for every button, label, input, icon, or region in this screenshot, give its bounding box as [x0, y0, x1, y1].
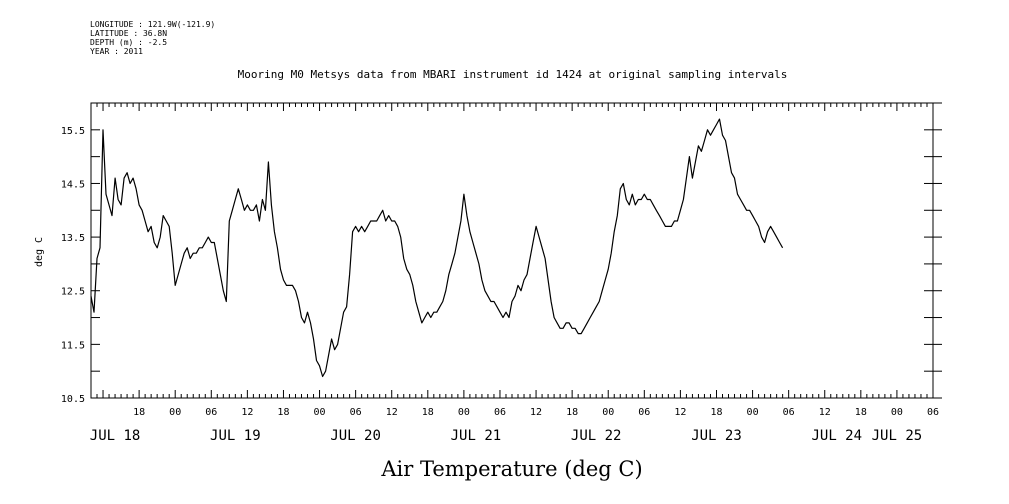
x-tick-label: 06 [927, 407, 939, 418]
axis-ticks [90, 102, 942, 399]
x-tick-label: 06 [494, 407, 506, 418]
x-tick-label: 06 [638, 407, 650, 418]
x-day-label: JUL 25 [872, 428, 923, 444]
x-axis-label: Air Temperature (deg C) [380, 457, 642, 481]
x-tick-label: 00 [747, 407, 759, 418]
x-day-label: JUL 24 [811, 428, 862, 444]
x-tick-label: 12 [819, 407, 831, 418]
x-day-label: JUL 22 [571, 428, 622, 444]
y-tick-label: 15.5 [61, 126, 85, 137]
x-tick-label: 18 [277, 407, 289, 418]
x-tick-label: 18 [133, 407, 145, 418]
x-tick-label: 12 [530, 407, 542, 418]
x-tick-label: 18 [422, 407, 434, 418]
x-tick-label: 18 [710, 407, 722, 418]
x-tick-label: 00 [891, 407, 903, 418]
depth-label: DEPTH (m) : -2.5 [90, 38, 168, 47]
y-tick-label: 12.5 [61, 287, 85, 298]
x-tick-label: 12 [674, 407, 686, 418]
x-tick-label: 18 [566, 407, 578, 418]
x-tick-label: 00 [314, 407, 326, 418]
y-tick-label: 10.5 [61, 394, 85, 405]
axis-labels: 18 00 06 12 18 00 06 12 18 00 06 12 18 00 06 12 18 00 06 12… [61, 126, 939, 444]
x-day-label: JUL 23 [691, 428, 742, 444]
metadata-block: LONGITUDE : 121.9W(-121.9) LATITUDE : 36… [90, 20, 215, 56]
y-tick-label: 11.5 [61, 340, 85, 351]
x-tick-label: 06 [783, 407, 795, 418]
x-day-label: JUL 21 [451, 428, 502, 444]
x-day-label: JUL 20 [330, 428, 381, 444]
y-tick-label: 14.5 [61, 179, 85, 190]
latitude-label: LATITUDE : 36.8N [90, 29, 168, 38]
x-tick-label: 12 [241, 407, 253, 418]
series-line-air-temperature [90, 118, 784, 378]
x-day-label: JUL 19 [210, 428, 261, 444]
x-tick-label: 00 [458, 407, 470, 418]
x-tick-label: 18 [855, 407, 867, 418]
longitude-label: LONGITUDE : 121.9W(-121.9) [90, 20, 216, 29]
y-axis-label: deg C [34, 237, 45, 267]
x-tick-label: 00 [169, 407, 181, 418]
chart-title: Mooring M0 Metsys data from MBARI instru… [237, 68, 788, 81]
x-tick-label: 06 [205, 407, 217, 418]
plot-frame [90, 102, 934, 399]
axes [90, 102, 934, 399]
x-day-label: JUL 18 [90, 428, 141, 444]
x-tick-label: 06 [350, 407, 362, 418]
year-label: YEAR : 2011 [90, 47, 143, 56]
x-tick-label: 12 [386, 407, 398, 418]
series-layer [90, 118, 784, 378]
y-tick-label: 13.5 [61, 233, 85, 244]
x-tick-label: 00 [602, 407, 614, 418]
